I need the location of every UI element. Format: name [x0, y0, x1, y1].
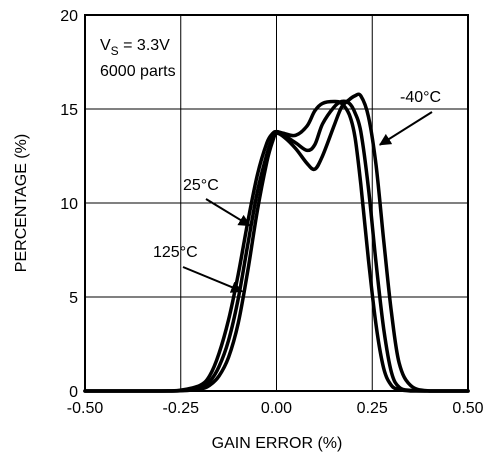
callout-label: 125°C — [153, 244, 198, 261]
x-tick-label: -0.25 — [163, 400, 200, 417]
plot-frame — [84, 14, 469, 392]
callout-label: -40°C — [400, 89, 441, 106]
x-tick-label: 0.25 — [357, 400, 388, 417]
y-tick-label: 0 — [69, 384, 78, 401]
grid — [85, 15, 468, 391]
tick-labels: -0.50 -0.25 0.00 0.25 0.50 0 5 10 15 20 — [60, 8, 483, 417]
supply-voltage-label: VS = 3.3V — [100, 37, 170, 58]
series-line-25c — [83, 99, 470, 393]
callout-arrow — [205, 198, 251, 227]
x-axis-label: GAIN ERROR (%) — [212, 435, 343, 452]
callout-label: 25°C — [183, 177, 219, 194]
y-tick-label: 5 — [69, 290, 78, 307]
x-tick-label: -0.50 — [67, 400, 104, 417]
x-tick-label: 0.00 — [261, 400, 292, 417]
series-curves — [83, 92, 470, 393]
series-line-minus-40c — [83, 92, 470, 393]
x-tick-label: 0.50 — [452, 400, 483, 417]
y-tick-label: 15 — [60, 102, 78, 119]
parts-count-label: 6000 parts — [100, 63, 176, 80]
callouts: -40°C 25°C 125°C — [153, 89, 441, 293]
series-line-125c — [83, 99, 470, 393]
condition-annotation: VS = 3.3V 6000 parts — [100, 37, 176, 80]
y-tick-label: 20 — [60, 8, 78, 25]
callout-arrow — [378, 111, 433, 146]
y-axis-label: PERCENTAGE (%) — [13, 134, 30, 272]
y-tick-label: 10 — [60, 196, 78, 213]
callout-arrow — [182, 266, 244, 293]
